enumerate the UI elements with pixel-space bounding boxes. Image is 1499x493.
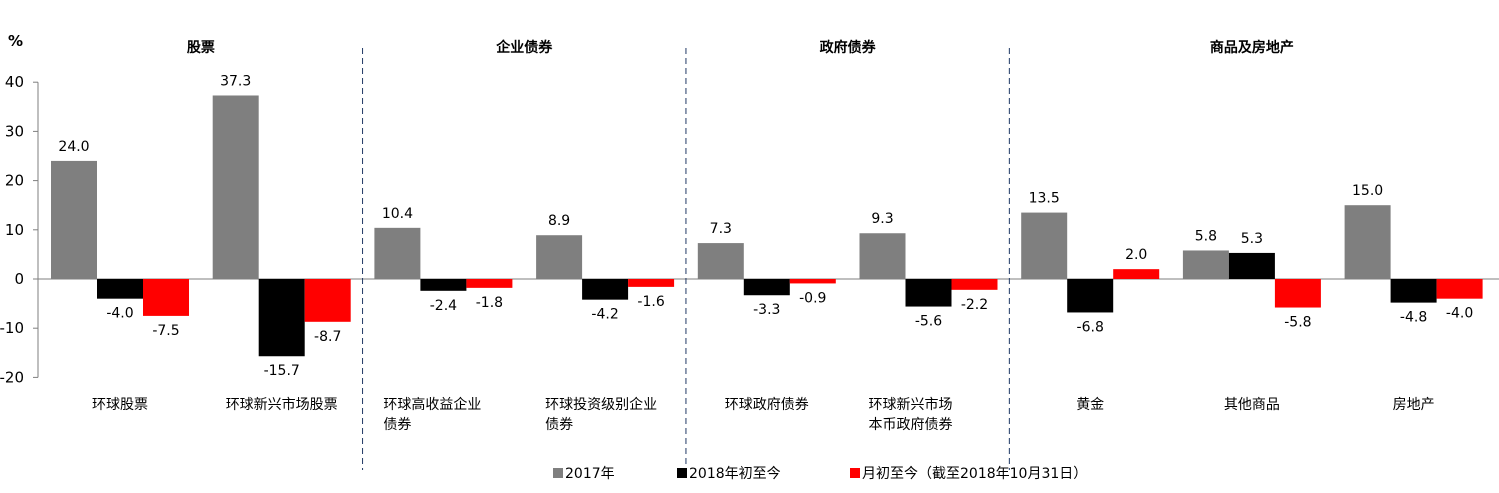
data-labels: 24.0 -4.0 -7.5 37.3 -15.7 -8.7 10.4 -2.4 -1.8 8.9… bbox=[58, 73, 1473, 379]
bar bbox=[905, 279, 952, 307]
data-label: 7.3 bbox=[710, 221, 732, 237]
bars bbox=[51, 95, 1483, 357]
data-label: 10.4 bbox=[382, 206, 413, 222]
category-label: 环球高收益企业 bbox=[383, 396, 481, 413]
data-label: -7.5 bbox=[152, 323, 179, 339]
bar bbox=[420, 279, 467, 291]
bar bbox=[1390, 279, 1437, 303]
data-label: 15.0 bbox=[1352, 183, 1383, 199]
data-label: -5.6 bbox=[915, 314, 942, 330]
bar bbox=[859, 233, 906, 279]
bar bbox=[212, 95, 259, 279]
bar bbox=[697, 243, 744, 279]
bar bbox=[1113, 269, 1160, 279]
data-label: 24.0 bbox=[58, 139, 89, 155]
data-label: -4.8 bbox=[1400, 310, 1427, 326]
group-label: 政府债券 bbox=[820, 39, 877, 56]
bar bbox=[1436, 279, 1483, 299]
bar bbox=[1274, 279, 1321, 308]
data-label: 37.3 bbox=[220, 73, 251, 89]
data-label: -2.4 bbox=[430, 298, 457, 314]
data-label: 5.8 bbox=[1195, 228, 1217, 244]
category-label: 其他商品 bbox=[1224, 397, 1280, 413]
bar bbox=[1344, 205, 1391, 279]
y-unit-label: % bbox=[8, 32, 23, 50]
data-label: 9.3 bbox=[871, 211, 893, 227]
y-tick-label: 20 bbox=[5, 172, 24, 190]
bar bbox=[1182, 250, 1229, 279]
y-tick-label: -10 bbox=[0, 319, 24, 337]
data-label: -6.8 bbox=[1077, 319, 1104, 335]
data-label: -8.7 bbox=[314, 329, 341, 345]
category-label: 环球投资级别企业 bbox=[545, 396, 657, 413]
bar bbox=[1021, 212, 1068, 279]
bar bbox=[951, 279, 998, 290]
legend-swatch bbox=[850, 468, 860, 478]
bar bbox=[258, 279, 305, 357]
data-label: 5.3 bbox=[1241, 231, 1263, 247]
data-label: -1.6 bbox=[637, 294, 664, 310]
data-label: -2.2 bbox=[961, 297, 988, 313]
data-label: 2.0 bbox=[1125, 247, 1147, 263]
data-label: -4.0 bbox=[1446, 306, 1473, 322]
data-label: 13.5 bbox=[1029, 191, 1060, 207]
legend-label: 2018年初至今 bbox=[689, 465, 781, 482]
bar bbox=[374, 227, 421, 279]
bar bbox=[1067, 279, 1114, 313]
bar bbox=[51, 160, 97, 279]
category-label: 债券 bbox=[545, 417, 573, 433]
data-label: -3.3 bbox=[753, 302, 780, 318]
category-label: 环球股票 bbox=[92, 397, 148, 413]
y-tick-label: 10 bbox=[5, 221, 24, 239]
bar bbox=[97, 279, 143, 299]
bar bbox=[466, 279, 513, 288]
legend-swatch bbox=[553, 468, 563, 478]
data-label: -5.8 bbox=[1284, 315, 1311, 331]
group-label: 商品及房地产 bbox=[1210, 39, 1294, 56]
bar bbox=[628, 279, 675, 287]
data-label: -0.9 bbox=[799, 290, 826, 306]
bar bbox=[789, 279, 836, 284]
legend-swatch bbox=[677, 468, 687, 478]
group-labels: 股票 企业债券 政府债券 商品及房地产 bbox=[187, 39, 1294, 56]
category-label: 债券 bbox=[383, 417, 411, 433]
bar bbox=[743, 279, 790, 296]
data-label: -1.8 bbox=[476, 295, 503, 311]
group-label: 企业债券 bbox=[495, 39, 553, 56]
legend: 2017年 2018年初至今 月初至今（截至2018年10月31日） bbox=[553, 465, 1087, 482]
group-label: 股票 bbox=[187, 40, 215, 56]
y-tick-label: -20 bbox=[0, 368, 24, 386]
y-tick-label: 30 bbox=[5, 122, 24, 140]
category-label: 环球新兴市场 bbox=[869, 396, 953, 413]
y-tick-label: 40 bbox=[5, 73, 24, 91]
bar bbox=[304, 279, 351, 322]
data-label: -4.0 bbox=[106, 306, 133, 322]
category-label: 本币政府债券 bbox=[869, 417, 953, 433]
bar bbox=[143, 279, 189, 316]
data-label: -15.7 bbox=[264, 363, 300, 379]
group-separators bbox=[362, 48, 1010, 470]
legend-label: 月初至今（截至2018年10月31日） bbox=[862, 465, 1087, 482]
category-label: 环球新兴市场股票 bbox=[226, 396, 338, 413]
category-label: 房地产 bbox=[1393, 397, 1435, 413]
bar bbox=[582, 279, 629, 300]
legend-label: 2017年 bbox=[565, 466, 615, 482]
bar bbox=[1228, 252, 1275, 279]
y-tick-label: 0 bbox=[14, 270, 24, 288]
bar bbox=[536, 235, 583, 279]
category-label: 环球政府债券 bbox=[725, 397, 809, 413]
category-label: 黄金 bbox=[1076, 396, 1104, 413]
data-label: -4.2 bbox=[591, 307, 618, 323]
data-label: 8.9 bbox=[548, 213, 570, 229]
